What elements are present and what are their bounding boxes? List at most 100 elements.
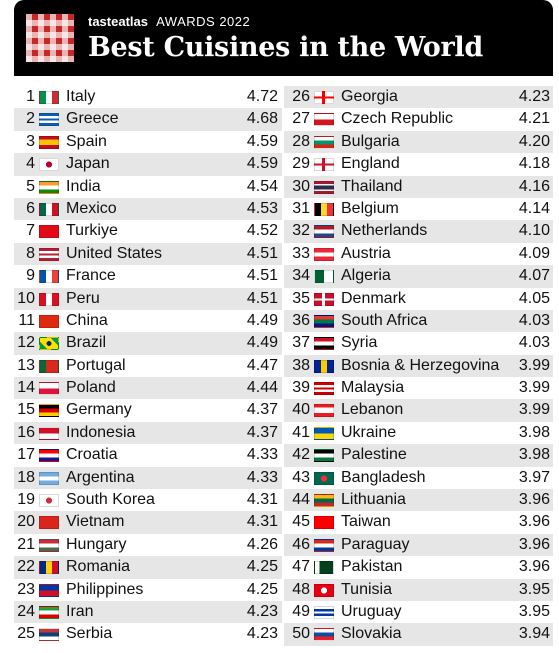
rank-number: 43 [292, 468, 310, 486]
ranking-row: 50 Slovakia 3.94 [284, 623, 553, 646]
cuisine-score: 3.95 [518, 602, 550, 620]
rank-number: 27 [292, 110, 310, 128]
rank-number: 15 [17, 401, 35, 419]
cuisine-score: 4.51 [246, 289, 278, 307]
country-name: Spain [66, 132, 107, 150]
ranking-row: 29 England 4.18 [284, 153, 553, 175]
country-name: India [66, 177, 101, 195]
rank-number: 33 [292, 244, 310, 262]
cuisine-score: 4.59 [246, 132, 278, 150]
cuisine-score: 4.49 [246, 311, 278, 329]
ranking-row: 23 Philippines 4.25 [14, 579, 282, 601]
iran-flag-icon [39, 605, 59, 619]
ranking-row: 4 Japan 4.59 [14, 153, 282, 176]
england-flag-icon [314, 158, 334, 172]
cuisine-score: 4.72 [246, 88, 278, 105]
rank-number: 10 [17, 289, 35, 307]
cuisine-score: 4.14 [518, 199, 550, 217]
spain-flag-icon [39, 135, 59, 149]
cuisine-score: 4.51 [246, 267, 278, 285]
south-africa-flag-icon [314, 314, 334, 328]
rank-number: 11 [18, 311, 35, 329]
rank-number: 41 [292, 423, 310, 441]
rank-number: 50 [292, 625, 310, 643]
rank-number: 26 [292, 88, 310, 105]
vietnam-flag-icon [39, 516, 59, 530]
rank-number: 36 [292, 311, 310, 329]
ranking-row: 37 Syria 4.03 [284, 332, 553, 354]
ranking-row: 17 Croatia 4.33 [14, 444, 282, 466]
cuisine-score: 3.99 [518, 356, 550, 374]
uruguay-flag-icon [314, 605, 334, 619]
country-name: Algeria [341, 267, 391, 285]
rankings-column-left: 1 Italy 4.72 2 Greece 4.68 3 Spain 4.59 4 Japan 4.5… [14, 86, 282, 646]
country-name: Paraguay [341, 535, 410, 553]
ranking-row: 39 Malaysia 3.99 [284, 377, 553, 399]
ranking-row: 9 France 4.51 [14, 265, 282, 287]
country-name: Japan [66, 155, 110, 173]
rank-number: 47 [292, 558, 310, 576]
country-name: South Africa [341, 311, 428, 329]
cuisine-score: 4.51 [246, 244, 278, 262]
ranking-row: 41 Ukraine 3.98 [284, 422, 553, 444]
cuisine-score: 4.16 [518, 177, 550, 195]
rank-number: 1 [26, 88, 35, 105]
ranking-row: 5 India 4.54 [14, 176, 282, 198]
cuisine-score: 3.98 [518, 423, 550, 441]
rank-number: 49 [292, 602, 310, 620]
rank-number: 5 [26, 177, 35, 195]
tunisia-flag-icon [314, 583, 334, 597]
brazil-flag-icon [39, 337, 59, 351]
country-name: Croatia [66, 446, 118, 464]
ranking-row: 40 Lebanon 3.99 [284, 399, 553, 422]
country-name: Belgium [341, 199, 399, 217]
country-name: Brazil [66, 334, 107, 352]
lebanon-flag-icon [314, 404, 334, 418]
ranking-row: 38 Bosnia & Herzegovina 3.99 [284, 354, 553, 378]
ranking-row: 19 South Korea 4.31 [14, 489, 282, 511]
palestine-flag-icon [314, 449, 334, 463]
rank-number: 7 [26, 222, 35, 240]
rank-number: 28 [292, 132, 310, 150]
cuisine-score: 4.53 [246, 199, 278, 217]
country-name: Peru [66, 289, 100, 307]
cuisine-score: 4.21 [518, 110, 550, 128]
cuisine-score: 4.26 [246, 535, 278, 553]
rank-number: 25 [17, 625, 35, 643]
cuisine-score: 4.49 [246, 334, 278, 352]
cuisine-score: 3.96 [518, 513, 550, 531]
ranking-row: 35 Denmark 4.05 [284, 288, 553, 310]
china-flag-icon [39, 314, 59, 328]
country-name: France [66, 267, 116, 285]
country-name: Romania [66, 558, 131, 576]
rank-number: 46 [292, 535, 310, 553]
country-name: Lithuania [341, 491, 406, 509]
belgium-flag-icon [314, 202, 334, 216]
rank-number: 30 [292, 177, 310, 195]
poland-flag-icon [39, 382, 59, 396]
ranking-row: 49 Uruguay 3.95 [284, 601, 553, 623]
rank-number: 4 [26, 155, 35, 173]
algeria-flag-icon [314, 270, 334, 284]
rank-number: 3 [26, 132, 35, 150]
indonesia-flag-icon [39, 426, 59, 440]
ranking-row: 11 China 4.49 [14, 310, 282, 332]
country-name: Malaysia [341, 379, 405, 397]
cuisine-score: 4.23 [518, 88, 550, 105]
rank-number: 12 [17, 334, 35, 352]
cuisine-score: 4.37 [246, 401, 278, 419]
czech-republic-flag-icon [314, 113, 334, 127]
cuisine-score: 3.94 [518, 625, 550, 643]
peru-flag-icon [39, 292, 59, 306]
rank-number: 39 [292, 379, 310, 397]
ranking-row: 42 Palestine 3.98 [284, 444, 553, 467]
ranking-row: 30 Thailand 4.16 [284, 175, 553, 198]
syria-flag-icon [314, 337, 334, 351]
country-name: Palestine [341, 446, 407, 464]
cuisine-score: 3.97 [518, 468, 550, 486]
ranking-row: 24 Iran 4.23 [14, 600, 282, 624]
bangladesh-flag-icon [314, 471, 334, 485]
country-name: Bangladesh [341, 468, 426, 486]
cuisine-score: 3.99 [518, 379, 550, 397]
rank-number: 13 [17, 356, 35, 374]
